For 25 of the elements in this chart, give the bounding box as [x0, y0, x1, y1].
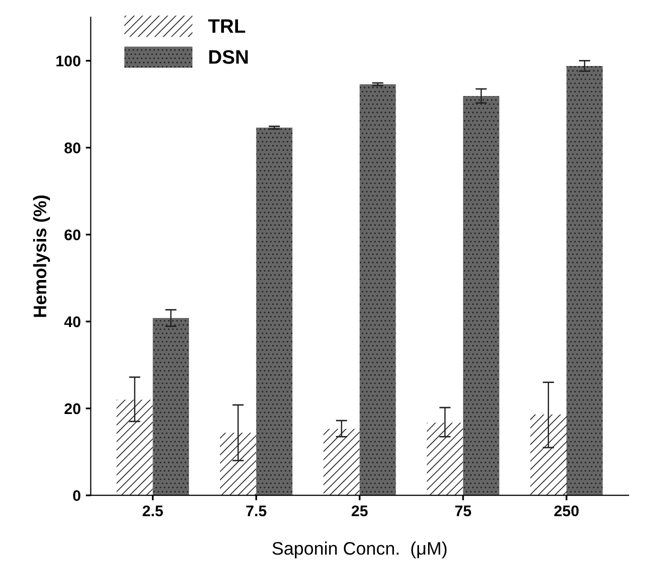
y-tick-label: 40: [64, 316, 80, 328]
x-tick-label: 75: [455, 506, 472, 516]
x-tick-label: 25: [352, 505, 368, 516]
y-tick-label: 60: [64, 229, 80, 240]
y-axis-title: Hemolysis (%): [33, 196, 50, 317]
y-tick-label: 100: [56, 56, 80, 66]
x-tick-label: 7.5: [246, 506, 266, 516]
y-tick-label: 80: [64, 142, 80, 154]
bar: [426, 422, 464, 496]
y-tick-label: 20: [64, 403, 80, 414]
bar: [220, 432, 256, 496]
bar: [566, 66, 603, 496]
bar: [256, 128, 292, 496]
x-tick-label: 2.5: [142, 505, 163, 516]
bar: [323, 428, 360, 496]
legend-label: TRL: [208, 19, 246, 33]
bar: [530, 414, 566, 496]
x-axis-title: Saponin Concn. (μM): [272, 542, 447, 558]
bar: [116, 400, 153, 496]
bar: [360, 84, 396, 496]
bar: [463, 96, 500, 496]
bar: [152, 318, 189, 496]
x-tick-label: 250: [554, 505, 579, 516]
legend-label: DSN: [209, 50, 248, 64]
y-tick-label: 0: [73, 490, 80, 502]
